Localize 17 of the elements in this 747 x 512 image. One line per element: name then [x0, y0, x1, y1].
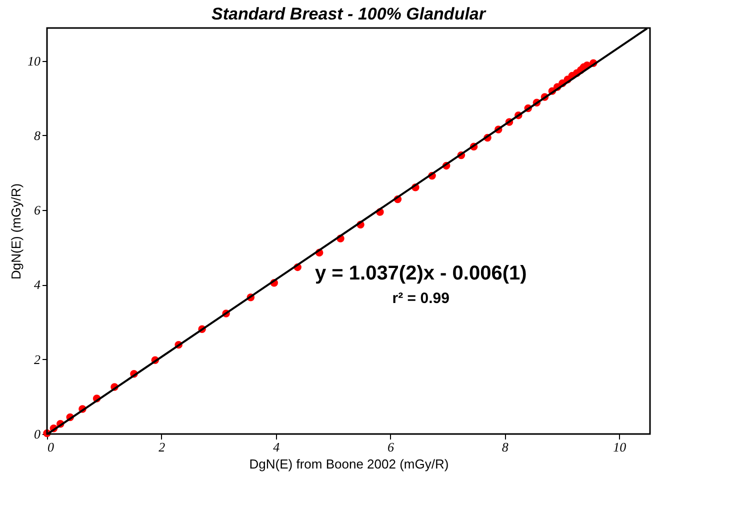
- y-tick-label: 8: [34, 128, 41, 143]
- y-tick-label: 6: [34, 202, 41, 218]
- chart-title: Standard Breast - 100% Glandular: [212, 4, 487, 24]
- y-tick-label: 2: [34, 352, 41, 367]
- y-tick-label: 0: [34, 426, 41, 442]
- annotation: r² = 0.99: [392, 290, 450, 307]
- x-axis-title: DgN(E) from Boone 2002 (mGy/R): [249, 456, 449, 472]
- x-tick-label: 2: [158, 440, 166, 454]
- x-tick-label: 0: [48, 440, 54, 454]
- x-tick-label: 10: [613, 440, 627, 454]
- annotation: y = 1.037(2)x - 0.006(1): [314, 262, 527, 285]
- x-tick-label: 6: [388, 440, 395, 454]
- y-axis-title: DgN(E) (mGy/R): [8, 183, 24, 280]
- y-tick-label: 4: [34, 277, 41, 292]
- x-tick-label: 8: [502, 440, 509, 454]
- y-tick-label: 10: [28, 53, 41, 68]
- x-tick-label: 4: [273, 440, 280, 454]
